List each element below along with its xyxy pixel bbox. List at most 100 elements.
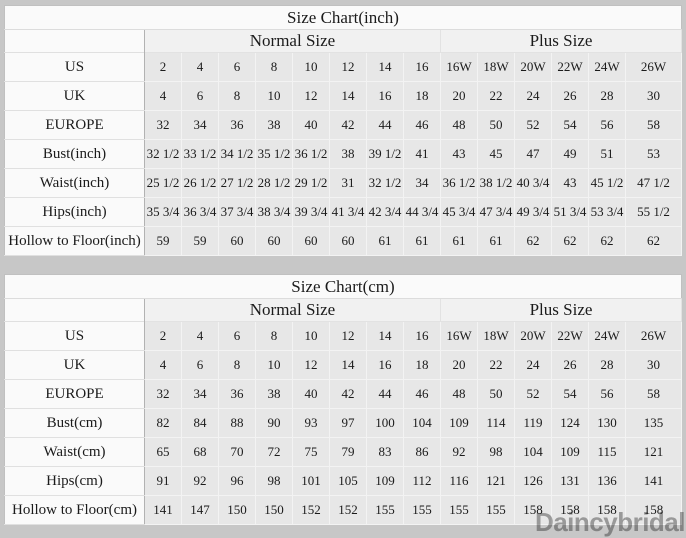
table-cell: 4 [181,52,219,82]
size-table-cm: Size Chart(cm) Normal Size Plus Size US 2 4 6 8… [4,274,682,525]
table-cell: 53 3/4 [588,197,626,227]
table-cell: 44 [366,379,404,409]
table-cell: 14 [366,321,404,351]
table-cell: 26W [625,52,682,82]
table-cell: 92 [181,466,219,496]
table-cell: 26 1/2 [181,168,219,198]
table-cell: 8 [218,81,256,111]
table-cell: 37 3/4 [218,197,256,227]
row-label: Hips(cm) [4,466,145,496]
table-cell: 16W [440,321,478,351]
table-cell: 141 [144,495,182,525]
table-cell: 92 [440,437,478,467]
table-cell: 26 [551,350,589,380]
table-cell: 36 [218,379,256,409]
table-cell: 36 3/4 [181,197,219,227]
corner-cell [4,298,145,322]
size-chart-image: Size Chart(inch) Normal Size Plus Size US 2 4… [0,5,686,537]
table-cell: 53 [625,139,682,169]
table-cell: 116 [440,466,478,496]
group-header-row: Normal Size Plus Size [4,298,682,322]
table-cell: 121 [625,437,682,467]
table-cell: 48 [440,110,478,140]
table-cell: 8 [255,52,293,82]
table-cell: 18W [477,321,515,351]
table-cell: 2 [144,52,182,82]
row-label: Hollow to Floor(inch) [4,226,145,256]
table-row: Bust(inch) 32 1/2 33 1/2 34 1/2 35 1/2 36 1/2… [4,139,682,169]
table-cell: 91 [144,466,182,496]
table-cell: 32 [144,110,182,140]
table-cell: 114 [477,408,515,438]
table-cell: 32 1/2 [366,168,404,198]
table-cell: 55 1/2 [625,197,682,227]
table-cell: 126 [514,466,552,496]
table-row: Hollow to Floor(cm) 141 147 150 150 152 152 155… [4,495,682,525]
table-cell: 22W [551,52,589,82]
table-cell: 90 [255,408,293,438]
table-cell: 14 [329,81,367,111]
table-cell: 44 [366,110,404,140]
table-cell: 4 [181,321,219,351]
table-cell: 12 [329,321,367,351]
table-cell: 35 3/4 [144,197,182,227]
table-cell: 28 1/2 [255,168,293,198]
table-cell: 147 [181,495,219,525]
table-cell: 18 [403,81,441,111]
table-cell: 42 3/4 [366,197,404,227]
table-cell: 25 1/2 [144,168,182,198]
table-cell: 26W [625,321,682,351]
table-cell: 98 [255,466,293,496]
table-row: UK 4 6 8 10 12 14 16 18 20 22 24 26 28 30 [4,350,682,380]
table-cell: 109 [440,408,478,438]
table-cell: 58 [625,110,682,140]
table-cell: 60 [329,226,367,256]
table-row: Hollow to Floor(inch) 59 59 60 60 60 60 61 61 61 6… [4,226,682,256]
table-cell: 56 [588,110,626,140]
group-header: Plus Size [440,298,682,322]
table-cell: 52 [514,110,552,140]
table-cell: 34 [403,168,441,198]
table-cell: 49 3/4 [514,197,552,227]
table-title: Size Chart(inch) [4,5,682,30]
table-cell: 61 [366,226,404,256]
table-cell: 62 [588,226,626,256]
table-cell: 12 [292,350,330,380]
table-row: EUROPE 32 34 36 38 40 42 44 46 48 50 52 54 56 58 [4,110,682,140]
row-label: Hips(inch) [4,197,145,227]
table-row: Waist(inch) 25 1/2 26 1/2 27 1/2 28 1/2 29 1/… [4,168,682,198]
row-label: EUROPE [4,110,145,140]
table-row: Bust(cm) 82 84 88 90 93 97 100 104 109 114 119 124 13… [4,408,682,438]
table-cell: 49 [551,139,589,169]
table-cell: 52 [514,379,552,409]
table-cell: 59 [144,226,182,256]
table-cell: 135 [625,408,682,438]
table-cell: 44 3/4 [403,197,441,227]
table-cell: 61 [403,226,441,256]
table-cell: 24 [514,81,552,111]
table-cell: 32 1/2 [144,139,182,169]
table-cell: 45 3/4 [440,197,478,227]
table-cell: 62 [514,226,552,256]
group-header: Normal Size [144,298,441,322]
table-cell: 6 [218,321,256,351]
table-cell: 51 3/4 [551,197,589,227]
table-cell: 46 [403,379,441,409]
table-cell: 28 [588,350,626,380]
table-cell: 60 [292,226,330,256]
table-cell: 54 [551,379,589,409]
table-row: Hips(cm) 91 92 96 98 101 105 109 112 116 121 126 131… [4,466,682,496]
row-label: Waist(cm) [4,437,145,467]
table-cell: 152 [329,495,367,525]
table-cell: 30 [625,81,682,111]
table-cell: 6 [218,52,256,82]
table-cell: 22 [477,350,515,380]
table-cell: 22W [551,321,589,351]
table-cell: 4 [144,81,182,111]
table-cell: 50 [477,379,515,409]
table-cell: 59 [181,226,219,256]
table-cell: 8 [255,321,293,351]
table-cell: 104 [403,408,441,438]
row-label: Waist(inch) [4,168,145,198]
table-cell: 20 [440,350,478,380]
